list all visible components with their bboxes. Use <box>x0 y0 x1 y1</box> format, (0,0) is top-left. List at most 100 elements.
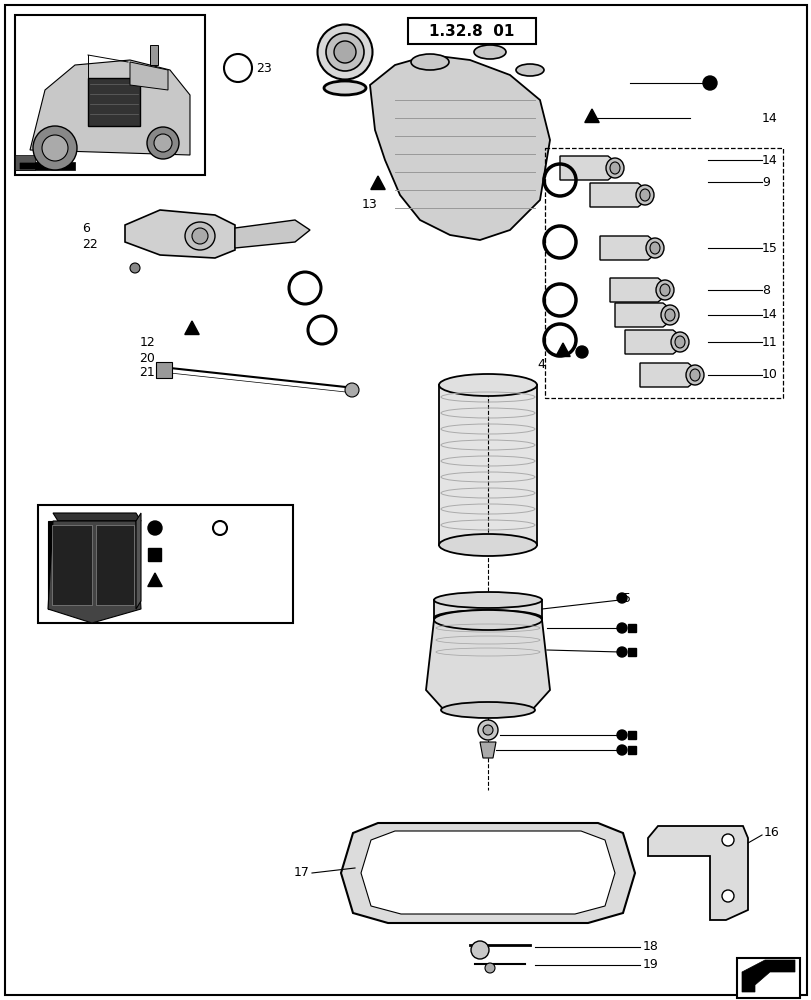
Ellipse shape <box>664 309 674 321</box>
Polygon shape <box>15 155 35 170</box>
Text: 17: 17 <box>294 866 310 879</box>
Polygon shape <box>48 521 141 623</box>
Text: 19: 19 <box>642 958 658 971</box>
Ellipse shape <box>410 54 448 70</box>
Bar <box>48 521 135 609</box>
Polygon shape <box>30 60 190 155</box>
Text: 15: 15 <box>761 241 777 254</box>
Ellipse shape <box>639 189 649 201</box>
Polygon shape <box>741 960 794 992</box>
Ellipse shape <box>439 534 536 556</box>
Text: 12: 12 <box>139 336 155 350</box>
Circle shape <box>484 963 495 973</box>
Bar <box>52 525 92 605</box>
Text: 18: 18 <box>642 940 658 953</box>
Text: 10: 10 <box>761 368 777 381</box>
Polygon shape <box>647 826 747 920</box>
Ellipse shape <box>670 332 689 352</box>
Bar <box>627 648 635 656</box>
Ellipse shape <box>324 81 366 95</box>
Polygon shape <box>584 109 599 123</box>
Circle shape <box>616 647 626 657</box>
Bar <box>88 78 139 126</box>
Polygon shape <box>426 620 549 710</box>
Text: 14: 14 <box>761 308 777 322</box>
Bar <box>433 600 541 618</box>
Text: 11: 11 <box>761 336 777 349</box>
Circle shape <box>721 890 733 902</box>
Ellipse shape <box>333 41 355 63</box>
Polygon shape <box>599 236 663 260</box>
Polygon shape <box>130 62 168 90</box>
Circle shape <box>483 725 492 735</box>
Circle shape <box>33 126 77 170</box>
Bar <box>15 162 75 170</box>
Text: = 1: = 1 <box>167 521 191 535</box>
Ellipse shape <box>185 222 215 250</box>
Ellipse shape <box>646 238 663 258</box>
Text: 13: 13 <box>362 198 377 212</box>
Polygon shape <box>639 363 702 387</box>
Bar <box>627 624 635 632</box>
Bar <box>156 362 172 378</box>
Ellipse shape <box>655 280 673 300</box>
Ellipse shape <box>439 374 536 396</box>
Ellipse shape <box>689 369 699 381</box>
Text: 22: 22 <box>82 237 97 250</box>
Circle shape <box>616 730 626 740</box>
Text: = 2: = 2 <box>167 547 191 561</box>
Text: KIT: KIT <box>105 560 125 570</box>
Circle shape <box>130 263 139 273</box>
Bar <box>736 958 799 998</box>
Polygon shape <box>614 303 677 327</box>
Ellipse shape <box>605 158 623 178</box>
Bar <box>38 505 293 623</box>
Polygon shape <box>590 183 652 207</box>
Polygon shape <box>371 176 384 190</box>
Ellipse shape <box>660 305 678 325</box>
Text: 16: 16 <box>763 826 779 839</box>
Ellipse shape <box>659 284 669 296</box>
Circle shape <box>616 745 626 755</box>
Circle shape <box>147 127 178 159</box>
Ellipse shape <box>649 242 659 254</box>
Text: KIT: KIT <box>62 560 82 570</box>
Circle shape <box>148 521 162 535</box>
Bar <box>150 45 158 65</box>
Polygon shape <box>361 831 614 914</box>
Bar <box>627 731 635 739</box>
Text: 14: 14 <box>761 154 777 167</box>
Circle shape <box>345 383 358 397</box>
Bar <box>439 385 536 545</box>
Ellipse shape <box>515 64 543 76</box>
Text: 9: 9 <box>761 176 769 189</box>
Polygon shape <box>234 220 310 248</box>
Polygon shape <box>479 742 496 758</box>
Circle shape <box>616 623 626 633</box>
Bar <box>544 148 782 398</box>
Text: 1.32.8  01: 1.32.8 01 <box>429 24 514 39</box>
Text: 8: 8 <box>761 284 769 296</box>
Circle shape <box>154 134 172 152</box>
Polygon shape <box>20 163 55 169</box>
Ellipse shape <box>440 702 534 718</box>
Polygon shape <box>370 55 549 240</box>
Polygon shape <box>555 343 569 357</box>
Polygon shape <box>341 823 634 923</box>
Ellipse shape <box>433 610 541 626</box>
Polygon shape <box>624 330 687 354</box>
Text: 23: 23 <box>255 62 272 75</box>
Polygon shape <box>609 278 672 302</box>
Ellipse shape <box>474 45 505 59</box>
Circle shape <box>702 76 716 90</box>
Text: 5: 5 <box>622 591 630 604</box>
Polygon shape <box>185 321 199 334</box>
Polygon shape <box>560 156 622 180</box>
Text: 21: 21 <box>139 366 155 379</box>
Text: = 7: = 7 <box>232 521 256 535</box>
Circle shape <box>616 593 626 603</box>
Polygon shape <box>53 513 141 521</box>
Text: 20: 20 <box>139 352 155 364</box>
Ellipse shape <box>685 365 703 385</box>
Polygon shape <box>135 513 141 609</box>
